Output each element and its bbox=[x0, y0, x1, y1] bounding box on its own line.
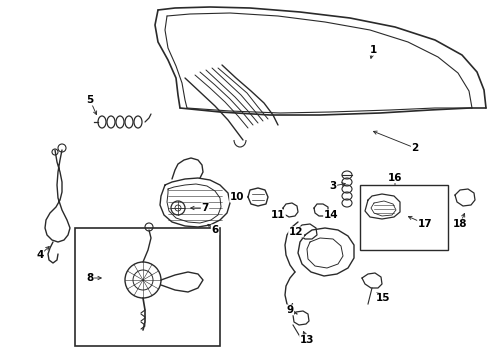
Text: 4: 4 bbox=[36, 250, 43, 260]
Text: 9: 9 bbox=[286, 305, 293, 315]
Text: 18: 18 bbox=[452, 219, 467, 229]
Text: 7: 7 bbox=[201, 203, 208, 213]
Text: 17: 17 bbox=[417, 219, 431, 229]
Text: 3: 3 bbox=[329, 181, 336, 191]
Text: 2: 2 bbox=[410, 143, 418, 153]
Text: 5: 5 bbox=[86, 95, 93, 105]
Text: 14: 14 bbox=[323, 210, 338, 220]
Text: 10: 10 bbox=[229, 192, 244, 202]
Text: 12: 12 bbox=[288, 227, 303, 237]
Text: 6: 6 bbox=[211, 225, 218, 235]
Text: 13: 13 bbox=[299, 335, 314, 345]
Text: 11: 11 bbox=[270, 210, 285, 220]
Bar bbox=[75, 228, 220, 346]
Text: 16: 16 bbox=[387, 173, 402, 183]
Text: 8: 8 bbox=[86, 273, 93, 283]
Text: 1: 1 bbox=[368, 45, 376, 55]
Text: 15: 15 bbox=[375, 293, 389, 303]
Bar bbox=[359, 185, 447, 250]
